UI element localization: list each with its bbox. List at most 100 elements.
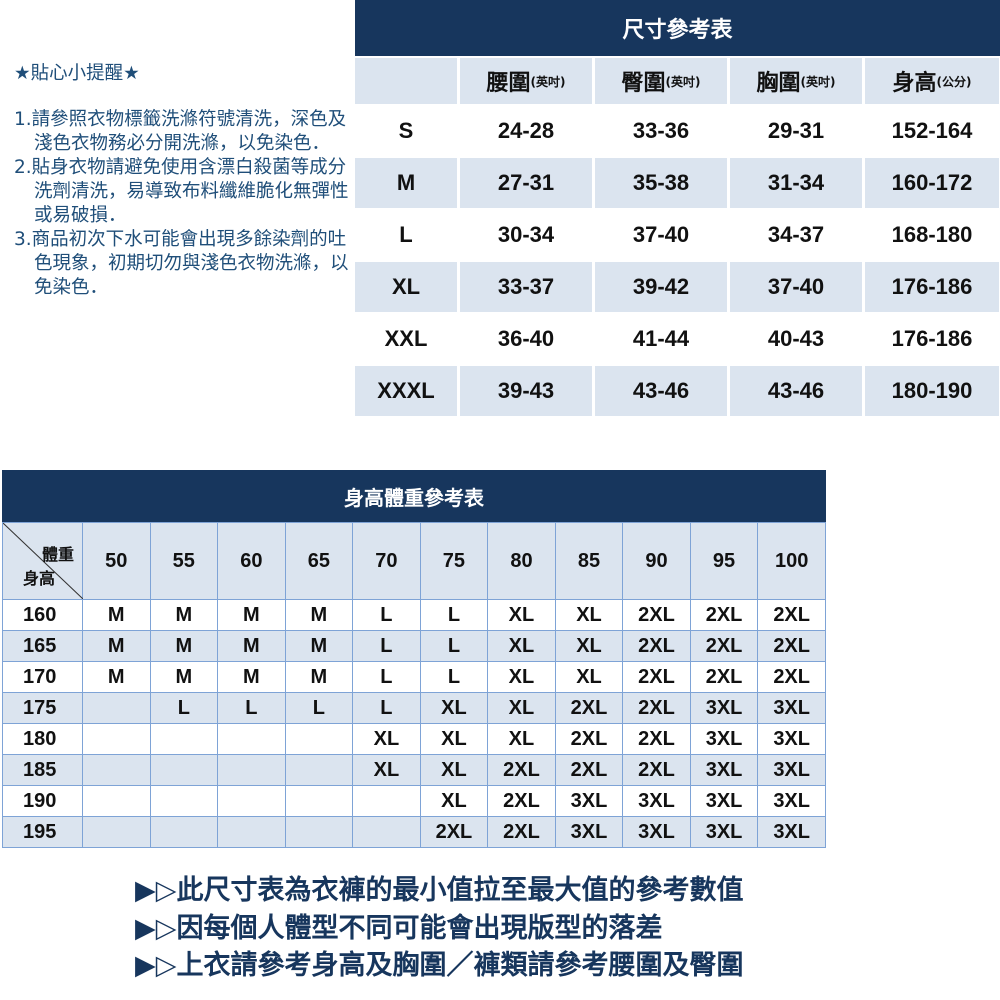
weight-header: 75: [419, 522, 489, 600]
size-cell: L: [217, 692, 286, 724]
table-row: 195 2XL 2XL 3XL 3XL 3XL 3XL: [2, 816, 826, 848]
weight-header: 60: [217, 522, 286, 600]
table-row: 170 M M M M L L XL XL 2XL 2XL 2XL: [2, 661, 826, 693]
table-row: 180 XL XL XL 2XL 2XL 3XL 3XL: [2, 723, 826, 755]
size-value-cell: 24-28: [497, 118, 555, 143]
size-cell: 3XL: [689, 754, 759, 786]
size-cell: L: [352, 630, 421, 662]
table-row: XXL 36-40 41-44 40-43 176-186: [355, 314, 1000, 366]
size-cell: 3XL: [689, 692, 759, 724]
tip-item: 1.請參照衣物標籤洗滌符號清洗，深色及淺色衣物務必分開洗滌，以免染色．: [14, 109, 347, 154]
header-blank-cell: [355, 58, 457, 104]
column-name: 胸圍: [756, 71, 801, 96]
height-cell: 180: [2, 723, 83, 755]
size-cell: XL: [487, 723, 556, 755]
weight-header: 70: [352, 522, 421, 600]
size-cell: 2XL: [554, 754, 624, 786]
size-value-cell: 37-40: [632, 222, 690, 247]
size-cell: XL: [554, 599, 624, 631]
size-value-cell: 180-190: [865, 366, 999, 416]
table-row: 175 L L L L XL XL 2XL 2XL 3XL 3XL: [2, 692, 826, 724]
table-row: M 27-31 35-38 31-34 160-172: [355, 158, 1000, 210]
size-cell: [217, 723, 286, 755]
column-header: 腰圍 (英吋): [460, 58, 592, 104]
size-value-cell: 41-44: [632, 326, 690, 351]
height-weight-title: 身高體重參考表: [2, 470, 826, 522]
weight-header: 95: [689, 522, 759, 600]
column-unit: (公分): [936, 74, 972, 89]
size-cell: [352, 816, 421, 848]
size-label-cell: M: [355, 158, 457, 208]
size-cell: L: [419, 599, 489, 631]
size-cell: 2XL: [757, 661, 826, 693]
size-cell: 3XL: [757, 692, 826, 724]
size-cell: 3XL: [757, 816, 826, 848]
table-row: S 24-28 33-36 29-31 152-164: [355, 106, 1000, 158]
height-cell: 195: [2, 816, 83, 848]
size-label-cell: XL: [355, 262, 457, 312]
size-cell: 3XL: [554, 816, 624, 848]
size-cell: [284, 754, 354, 786]
table-row: 165 M M M M L L XL XL 2XL 2XL 2XL: [2, 630, 826, 662]
size-value-cell: 37-40: [730, 262, 862, 312]
size-cell: M: [149, 630, 219, 662]
height-cell: 175: [2, 692, 83, 724]
height-cell: 165: [2, 630, 83, 662]
size-cell: M: [217, 661, 286, 693]
weight-header: 85: [554, 522, 624, 600]
size-cell: 2XL: [622, 692, 691, 724]
tip-item: 3.商品初次下水可能會出現多餘染劑的吐色現象，初期切勿與淺色衣物洗滌，以免染色．: [14, 229, 349, 298]
size-label-cell: S: [398, 118, 414, 143]
size-cell: L: [149, 692, 219, 724]
size-cell: 3XL: [622, 816, 691, 848]
column-header: 胸圍 (英吋): [730, 58, 862, 104]
size-cell: XL: [487, 661, 556, 693]
size-cell: 3XL: [757, 754, 826, 786]
size-cell: [82, 785, 151, 817]
size-value-cell: 160-172: [865, 158, 999, 208]
size-cell: M: [284, 661, 354, 693]
tips-title: ★貼心小提醒★: [14, 63, 140, 84]
size-cell: 2XL: [757, 599, 826, 631]
size-cell: 3XL: [757, 723, 826, 755]
size-value-cell: 33-37: [460, 262, 592, 312]
size-cell: L: [419, 630, 489, 662]
size-value-cell: 30-34: [497, 222, 555, 247]
size-cell: XL: [554, 630, 624, 662]
table-row: 160 M M M M L L XL XL 2XL 2XL 2XL: [2, 599, 826, 631]
corner-weight-label: 體重: [41, 545, 74, 564]
size-value-cell: 43-46: [730, 366, 862, 416]
size-chart-table: 尺寸參考表 腰圍 (英吋) 臀圍 (英吋) 胸圍 (英吋) 身高 (公分) S 24-28 33-…: [355, 0, 1000, 418]
size-value-cell: 31-34: [730, 158, 862, 208]
table-row: L 30-34 37-40 34-37 168-180: [355, 210, 1000, 262]
size-cell: XL: [352, 754, 421, 786]
size-value-cell: 152-164: [891, 118, 973, 143]
size-value-cell: 40-43: [767, 326, 825, 351]
size-value-cell: 33-36: [632, 118, 690, 143]
size-cell: XL: [419, 692, 489, 724]
height-cell: 190: [2, 785, 83, 817]
size-value-cell: 35-38: [595, 158, 727, 208]
size-cell: 2XL: [487, 816, 556, 848]
care-tips: ★貼心小提醒★ 1.請參照衣物標籤洗滌符號清洗，深色及淺色衣物務必分開洗滌，以免…: [14, 62, 354, 300]
size-cell: L: [419, 661, 489, 693]
size-cell: [149, 723, 219, 755]
corner-height-label: 身高: [23, 569, 56, 588]
size-cell: [82, 723, 151, 755]
size-cell: 2XL: [419, 816, 489, 848]
table-row: 185 XL XL 2XL 2XL 2XL 3XL 3XL: [2, 754, 826, 786]
size-cell: 2XL: [622, 599, 691, 631]
column-name: 腰圍: [486, 71, 531, 96]
size-cell: [217, 785, 286, 817]
column-header: 身高 (公分): [865, 58, 999, 104]
size-cell: XL: [419, 785, 489, 817]
size-cell: 3XL: [622, 785, 691, 817]
size-cell: M: [217, 630, 286, 662]
size-cell: 2XL: [757, 630, 826, 662]
size-cell: [82, 692, 151, 724]
weight-header: 90: [622, 522, 691, 600]
size-cell: [284, 816, 354, 848]
size-cell: XL: [554, 661, 624, 693]
column-unit: (英吋): [665, 74, 701, 89]
height-cell: 185: [2, 754, 83, 786]
